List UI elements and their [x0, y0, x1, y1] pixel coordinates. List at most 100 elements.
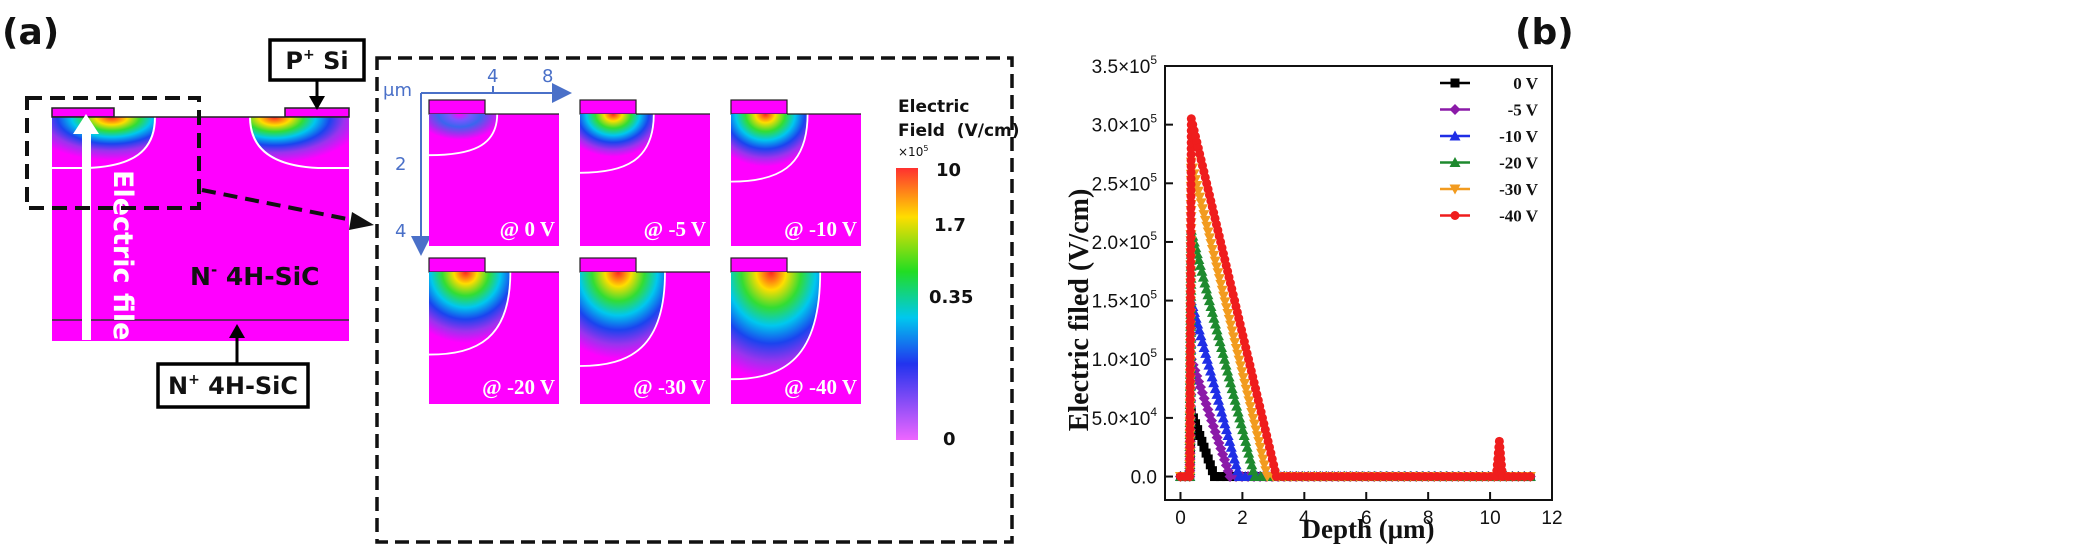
y-tick-label: 1.0×105 — [1092, 346, 1158, 371]
data-point — [1250, 425, 1262, 436]
x-tick-label: 10 — [1480, 508, 1501, 529]
zoom-panel-frame — [375, 56, 1014, 544]
data-point — [1237, 373, 1249, 384]
data-point — [1208, 250, 1220, 261]
subplot-contact — [579, 99, 637, 115]
data-point — [1232, 465, 1244, 476]
data-point — [1201, 353, 1213, 364]
data-point — [1232, 406, 1244, 417]
legend-label: -30 V — [1499, 180, 1539, 199]
colorbar-multiplier: ×105 — [898, 144, 928, 159]
n-plus-pointer-head — [229, 324, 245, 338]
data-point — [1215, 472, 1225, 482]
data-point — [1244, 402, 1256, 413]
electric-field-arrow-shaft — [82, 132, 91, 340]
data-point — [1242, 390, 1254, 401]
electric-field-arrow-label: Electric filed — [107, 170, 138, 360]
p-si-label: P+ Si — [285, 47, 348, 75]
subplot-depletion — [580, 114, 654, 173]
data-point — [1234, 361, 1246, 372]
data-point — [1194, 259, 1206, 270]
data-point — [1211, 262, 1223, 273]
x-tick-label: 6 — [1361, 508, 1372, 529]
data-point — [1201, 221, 1213, 232]
zoom-x-tick-label-4: 4 — [487, 66, 498, 87]
x-tick-label: 8 — [1423, 508, 1434, 529]
data-point — [1209, 318, 1221, 329]
data-point — [1200, 283, 1212, 294]
data-point — [1203, 359, 1215, 370]
data-point — [1525, 472, 1535, 482]
subplot-boundary — [730, 271, 822, 381]
data-point — [1213, 274, 1225, 285]
electric-field-arrow-head — [73, 114, 99, 134]
subplot-1: @ -5 V — [579, 99, 710, 246]
data-point — [1205, 239, 1217, 250]
subplot-boundary — [579, 113, 655, 174]
subplot-0: @ 0 V — [428, 99, 559, 246]
depletion-boundary-right — [249, 116, 349, 169]
subplot-boundary — [730, 113, 809, 183]
colorbar-tick-10: 10 — [936, 160, 961, 181]
data-point — [1233, 355, 1245, 366]
data-point — [1210, 472, 1220, 482]
data-point — [1229, 338, 1241, 349]
data-point — [1203, 295, 1215, 306]
subplot-depletion — [580, 272, 665, 366]
data-point — [1198, 210, 1210, 221]
data-point — [1216, 342, 1228, 353]
data-point — [1243, 447, 1255, 458]
data-point — [1243, 396, 1255, 407]
data-point — [1229, 453, 1241, 464]
series-5 — [1175, 114, 1535, 482]
data-point — [1218, 291, 1230, 302]
subplot-bias-label: @ -20 V — [482, 375, 555, 399]
subplot-5: @ -40 V — [730, 257, 861, 404]
data-point — [1195, 330, 1207, 341]
subplot-depletion — [731, 114, 808, 182]
data-point — [1240, 384, 1252, 395]
data-point — [1211, 388, 1223, 399]
data-point — [1196, 265, 1208, 276]
data-point — [1225, 320, 1237, 331]
chart-xlabel: Depth (μm) — [1301, 514, 1434, 544]
subplot-bias-label: @ 0 V — [500, 217, 555, 241]
data-point — [1197, 436, 1207, 446]
data-point — [1230, 459, 1242, 470]
data-point — [1205, 460, 1215, 470]
subplot-depletion — [731, 272, 821, 380]
data-point — [1230, 343, 1242, 354]
data-point — [1202, 289, 1214, 300]
zoom-selection-box — [25, 96, 201, 210]
data-point — [1220, 359, 1232, 370]
subplot-depletion — [429, 272, 511, 355]
chart-ylabel: Electric filed (V/cm) — [1064, 189, 1095, 432]
data-point — [1216, 285, 1228, 296]
data-point — [1224, 435, 1236, 446]
depletion-boundary-left — [52, 116, 156, 169]
legend-label: -20 V — [1499, 154, 1539, 173]
data-point — [1199, 215, 1211, 226]
data-point — [1195, 198, 1207, 209]
zoom-connector-arrow — [201, 188, 363, 224]
data-point — [1232, 349, 1244, 360]
subplot-bias-label: @ -30 V — [633, 375, 706, 399]
data-point — [1239, 378, 1251, 389]
legend-label: -10 V — [1499, 127, 1539, 146]
colorbar-tick-0: 0 — [943, 429, 956, 450]
y-tick-label: 3.0×105 — [1092, 112, 1158, 137]
data-point — [1227, 332, 1239, 343]
data-point — [1228, 388, 1240, 399]
data-point — [1221, 424, 1233, 435]
p-si-label-box — [268, 38, 366, 82]
subplot-contact — [428, 257, 486, 273]
data-point — [1193, 254, 1205, 265]
p-si-pointer-head — [309, 96, 325, 110]
data-point — [1258, 460, 1270, 471]
data-point — [1197, 336, 1209, 347]
data-point — [1208, 312, 1220, 323]
data-point — [1254, 442, 1266, 453]
data-point — [1247, 413, 1259, 424]
chart-legend: 0 V -5 V -10 V -20 V -30 V -40 V — [1440, 74, 1539, 226]
data-point — [1197, 204, 1209, 215]
